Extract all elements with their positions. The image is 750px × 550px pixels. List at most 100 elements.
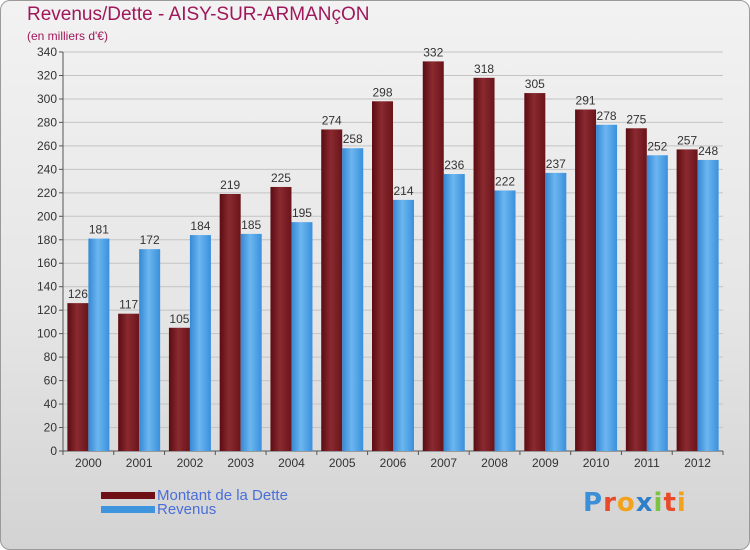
logo-letter: r: [603, 488, 617, 518]
data-label-revenus: 258: [343, 132, 363, 146]
x-tick-label: 2006: [380, 456, 407, 470]
bar-revenus: [646, 155, 668, 452]
y-tick-label: 60: [44, 374, 58, 388]
data-label-revenus: 236: [444, 158, 464, 172]
x-tick-label: 2009: [532, 456, 559, 470]
bar-revenus: [596, 124, 618, 452]
y-tick-label: 80: [44, 350, 58, 364]
y-tick-label: 200: [37, 209, 57, 223]
bar-revenus: [88, 238, 110, 451]
x-tick-label: 2000: [75, 456, 102, 470]
data-label-revenus: 185: [241, 218, 261, 232]
x-tick-label: 2001: [126, 456, 153, 470]
bar-debt: [118, 313, 140, 451]
data-label-debt: 126: [68, 287, 88, 301]
data-label-revenus: 214: [393, 184, 413, 198]
logo-letter: P: [583, 488, 604, 518]
bar-debt: [473, 77, 495, 451]
data-label-debt: 219: [220, 178, 240, 192]
y-tick-label: 100: [37, 327, 57, 341]
bar-debt: [575, 109, 597, 452]
bar-debt: [168, 327, 190, 451]
bar-revenus: [342, 148, 364, 451]
x-tick-label: 2007: [430, 456, 457, 470]
logo-letter: t: [663, 488, 677, 518]
proxiti-logo: Proxiti: [583, 488, 687, 518]
bar-revenus: [494, 190, 516, 451]
y-tick-label: 40: [44, 397, 58, 411]
bar-revenus: [697, 159, 719, 451]
bar-revenus: [443, 174, 465, 451]
bar-debt: [67, 303, 89, 451]
y-tick-label: 300: [37, 92, 57, 106]
x-tick-label: 2012: [684, 456, 711, 470]
logo-letter: x: [635, 488, 654, 518]
logo-letter: i: [653, 488, 664, 518]
bar-revenus: [393, 199, 414, 451]
x-tick-label: 2011: [634, 456, 660, 470]
bar-debt: [625, 128, 647, 451]
legend-swatch-debt: [101, 492, 155, 499]
bar-debt: [372, 101, 393, 451]
bar-revenus: [240, 233, 262, 451]
x-tick-label: 2004: [278, 456, 305, 470]
y-tick-label: 260: [37, 139, 57, 153]
data-label-debt: 225: [271, 171, 291, 185]
legend-label-revenus: Revenus: [157, 501, 217, 518]
chart-subtitle: (en milliers d'€): [27, 29, 108, 43]
x-tick-label: 2002: [177, 456, 204, 470]
data-label-debt: 291: [576, 94, 596, 108]
bar-revenus: [189, 235, 211, 451]
y-tick-label: 120: [37, 303, 57, 317]
logo-letter: i: [676, 488, 687, 518]
logo-letter: o: [616, 488, 636, 518]
y-tick-label: 220: [37, 186, 57, 200]
legend-label-debt: Montant de la Dette: [157, 487, 288, 504]
data-label-revenus: 252: [647, 139, 667, 153]
y-tick-label: 160: [37, 256, 57, 270]
bar-revenus: [291, 222, 313, 451]
data-label-revenus: 172: [140, 233, 160, 247]
legend-swatch-revenus: [101, 506, 155, 513]
y-tick-label: 320: [37, 68, 57, 82]
bar-debt: [524, 93, 546, 451]
data-label-debt: 274: [322, 113, 342, 127]
y-tick-label: 20: [44, 421, 58, 435]
data-label-revenus: 237: [546, 157, 566, 171]
y-tick-label: 140: [37, 280, 57, 294]
bar-revenus: [139, 249, 161, 451]
x-tick-label: 2005: [329, 456, 356, 470]
data-label-debt: 298: [372, 85, 392, 99]
data-label-revenus: 222: [495, 174, 515, 188]
data-label-debt: 257: [677, 133, 697, 147]
data-label-revenus: 181: [89, 223, 109, 237]
y-tick-label: 180: [37, 233, 57, 247]
data-label-debt: 105: [169, 312, 189, 326]
bars: [67, 61, 719, 452]
data-label-debt: 117: [119, 298, 138, 312]
data-label-debt: 332: [423, 45, 443, 59]
y-tick-label: 340: [37, 45, 57, 59]
data-label-debt: 318: [474, 62, 494, 76]
x-tick-label: 2008: [481, 456, 508, 470]
data-label-debt: 305: [525, 77, 545, 91]
data-label-revenus: 184: [190, 219, 210, 233]
data-label-revenus: 195: [292, 206, 312, 220]
y-tick-label: 0: [50, 444, 57, 458]
bar-debt: [270, 186, 292, 452]
bar-debt: [676, 149, 698, 451]
data-label-revenus: 278: [597, 109, 617, 123]
bar-debt: [219, 193, 241, 451]
y-tick-label: 280: [37, 115, 57, 129]
data-label-revenus: 248: [698, 144, 718, 158]
x-tick-label: 2010: [583, 456, 610, 470]
x-tick-label: 2003: [227, 456, 254, 470]
bar-debt: [321, 129, 343, 451]
bar-debt: [422, 61, 444, 451]
y-tick-label: 240: [37, 162, 57, 176]
bar-revenus: [545, 172, 567, 451]
data-label-debt: 275: [626, 112, 646, 126]
